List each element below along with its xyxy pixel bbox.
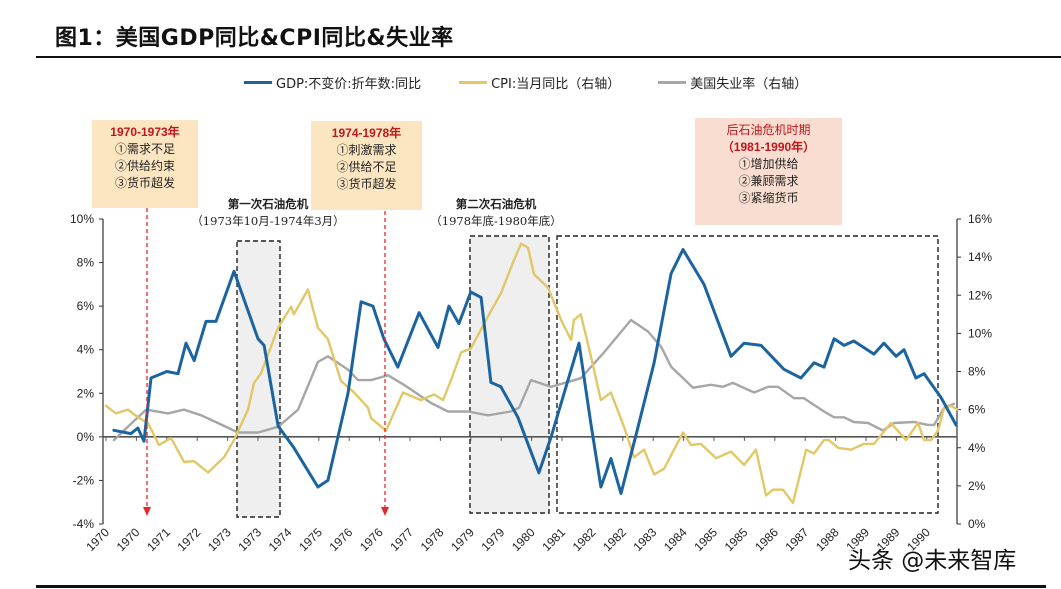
crisis-name: 第二次石油危机 — [455, 197, 537, 211]
arrow-head-icon — [381, 507, 389, 516]
left-tick-label: -2% — [73, 473, 95, 487]
x-tick-label: 1980 — [509, 525, 538, 554]
figure-title: 图1：美国GDP同比&CPI同比&失业率 — [55, 26, 454, 51]
annotation-line: ③紧缩货币 — [738, 191, 799, 205]
annotation-line: ②兼顾需求 — [738, 174, 799, 188]
legend-swatch — [658, 81, 687, 84]
watermark: 头条 @未来智库 — [848, 548, 1017, 574]
left-tick-label: 2% — [77, 386, 95, 400]
annotation-line: ③货币超发 — [336, 177, 397, 191]
x-tick-label: 1975 — [296, 525, 325, 554]
annotation-box-1974-1978: 1974-1978年 ①刺激需求 ②供给不足 ③货币超发 — [311, 121, 422, 210]
legend-label: CPI:当月同比（右轴） — [491, 77, 621, 92]
annotation-heading: 1970-1973年 — [110, 125, 180, 139]
x-tick-label: 1979 — [448, 525, 477, 554]
x-tick-label: 1978 — [418, 525, 447, 554]
right-tick-label: 6% — [968, 403, 986, 417]
legend-cpi: CPI:当月同比（右轴） — [459, 73, 620, 92]
annotation-subheading: （1981-1990年） — [721, 140, 816, 154]
arrow-head-icon — [143, 507, 151, 516]
x-tick-label: 1976 — [327, 525, 356, 554]
annotation-box-post-oil-crisis: 后石油危机时期 （1981-1990年） ①增加供给 ②兼顾需求 ③紧缩货币 — [695, 118, 842, 225]
chart-legend: GDP:不变价:折年数:同比 CPI:当月同比（右轴） 美国失业率（右轴） — [244, 73, 807, 92]
annotation-line: ③货币超发 — [114, 176, 175, 190]
x-tick-label: 1987 — [783, 525, 812, 554]
x-tick-label: 1986 — [752, 525, 781, 554]
x-tick-label: 1982 — [600, 525, 629, 554]
left-tick-label: 6% — [77, 299, 95, 313]
left-tick-label: 10% — [70, 212, 94, 226]
post-oil-crisis-frame — [556, 235, 939, 514]
annotation-line: ①需求不足 — [114, 142, 175, 156]
x-tick-label: 1979 — [479, 525, 508, 554]
x-tick-label: 1976 — [357, 525, 386, 554]
gdp-series-line — [112, 248, 958, 495]
left-tick-label: -4% — [73, 517, 95, 531]
annotation-line: ②供给不足 — [336, 160, 397, 174]
legend-swatch — [459, 81, 488, 84]
x-tick-label: 1970 — [114, 525, 143, 554]
right-tick-label: 4% — [968, 441, 986, 455]
annotation-box-1970-1973: 1970-1973年 ①需求不足 ②供给约束 ③货币超发 — [92, 120, 198, 208]
right-tick-label: 12% — [968, 288, 992, 302]
x-tick-label: 1977 — [387, 525, 416, 554]
annotation-line: ②供给约束 — [114, 159, 175, 173]
second-oil-crisis-label: 第二次石油危机 （1978年底-1980年底） — [406, 196, 586, 230]
x-tick-label: 1973 — [205, 525, 234, 554]
x-tick-label: 1981 — [539, 525, 568, 554]
left-tick-label: 8% — [77, 256, 95, 270]
first-oil-crisis-label: 第一次石油危机 （1973年10月-1974年3月） — [168, 196, 368, 230]
x-tick-label: 1982 — [570, 525, 599, 554]
left-tick-label: 4% — [77, 343, 95, 357]
right-tick-label: 16% — [968, 212, 992, 226]
right-tick-label: 0% — [968, 517, 986, 531]
right-tick-label: 10% — [968, 326, 992, 340]
title-rule — [36, 56, 1061, 58]
crisis-name: 第一次石油危机 — [227, 197, 309, 211]
x-tick-label: 1972 — [175, 525, 204, 554]
x-tick-label: 1971 — [144, 525, 173, 554]
crisis-period: （1978年底-1980年底） — [430, 214, 562, 228]
left-tick-label: 0% — [77, 430, 95, 444]
x-tick-label: 1985 — [722, 525, 751, 554]
legend-unemployment: 美国失业率（右轴） — [658, 73, 807, 92]
x-tick-label: 1983 — [631, 525, 660, 554]
first-oil-crisis-shade — [236, 240, 281, 518]
right-tick-label: 8% — [968, 365, 986, 379]
arrow-1976 — [381, 211, 389, 516]
legend-swatch — [244, 81, 272, 84]
arrow-1970 — [143, 208, 151, 516]
x-tick-label: 1988 — [813, 525, 842, 554]
unemployment-series-line — [112, 318, 956, 442]
legend-label: GDP:不变价:折年数:同比 — [276, 77, 422, 92]
legend-gdp: GDP:不变价:折年数:同比 — [244, 73, 421, 92]
annotation-heading: 1974-1978年 — [331, 126, 402, 140]
annotation-line: ①刺激需求 — [336, 143, 397, 157]
right-tick-label: 14% — [968, 250, 992, 264]
bottom-rule — [36, 585, 1046, 588]
x-tick-label: 1985 — [691, 525, 720, 554]
x-tick-label: 1984 — [661, 525, 690, 554]
crisis-period: （1973年10月-1974年3月） — [191, 214, 345, 228]
annotation-heading: 后石油危机时期 — [726, 123, 811, 137]
annotation-line: ①增加供给 — [738, 157, 799, 171]
x-tick-label: 1973 — [235, 525, 264, 554]
legend-label: 美国失业率（右轴） — [690, 77, 808, 92]
x-tick-label: 1974 — [266, 525, 295, 554]
cpi-series-line — [104, 242, 959, 505]
right-tick-label: 2% — [968, 479, 986, 493]
